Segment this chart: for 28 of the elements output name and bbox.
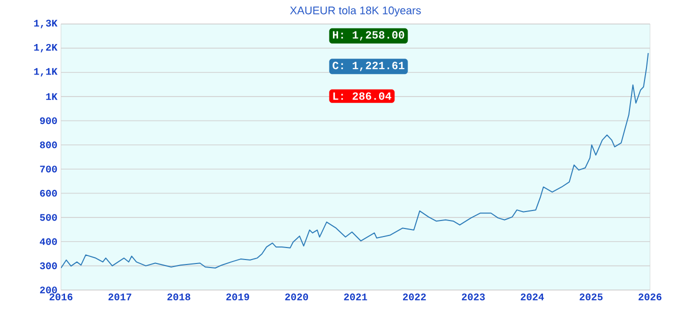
y-tick-label: 900	[40, 117, 57, 124]
y-tick-label: 300	[40, 262, 57, 270]
y-tick-label: 1,1K	[34, 68, 58, 77]
x-tick-label: 2016	[50, 294, 72, 300]
y-tick-label: 500	[40, 214, 57, 221]
y-tick-label: 600	[40, 190, 57, 197]
x-tick-label: 2024	[520, 294, 544, 300]
line-series	[61, 52, 649, 268]
annotation: C: 1,221.61	[332, 62, 404, 72]
x-tick-label: 2020	[285, 294, 308, 300]
x-tick-label: 2022	[402, 294, 426, 300]
x-tick-label: 2026	[638, 294, 662, 300]
y-tick-label: 1,2K	[34, 44, 58, 52]
x-tick-label: 2019	[226, 294, 250, 300]
x-tick-label: 2023	[462, 294, 485, 300]
y-tick-label: 800	[40, 142, 57, 148]
x-tick-label: 2018	[167, 294, 190, 300]
y-tick-label: 700	[40, 166, 57, 172]
y-tick-label: 1K	[46, 93, 58, 100]
y-tick-label: 200	[40, 286, 57, 294]
x-tick-label: 2017	[108, 294, 132, 300]
annotation: H: 1,258.00	[332, 31, 404, 40]
chart-title: XAUEUR tola 18K 10years	[290, 6, 421, 16]
x-tick-label: 2025	[580, 294, 603, 300]
x-tick-label: 2021	[344, 294, 368, 300]
y-tick-label: 1,3K	[34, 20, 58, 28]
annotation: L: 286.04	[333, 92, 392, 100]
y-tick-label: 400	[40, 238, 57, 246]
